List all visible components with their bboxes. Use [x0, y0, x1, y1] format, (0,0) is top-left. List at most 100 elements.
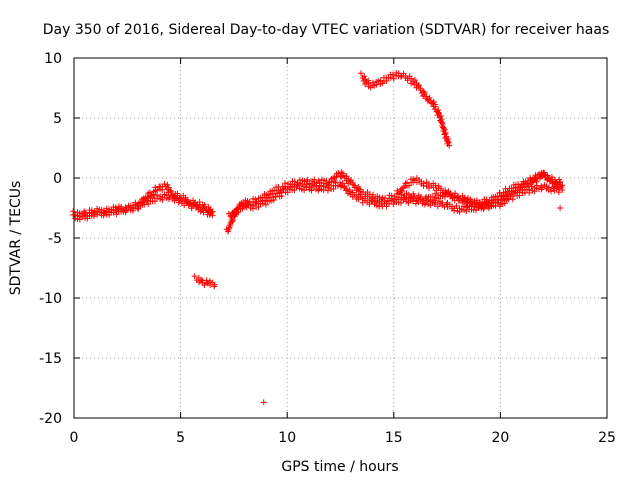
data-point-marker: [545, 184, 552, 191]
data-point-marker: [403, 196, 410, 202]
data-point-marker: [528, 183, 535, 190]
data-point-marker: [374, 199, 381, 206]
plot-frame: [73, 57, 608, 419]
data-point-marker: [197, 208, 204, 215]
data-point-marker: [235, 209, 242, 216]
data-point-marker: [423, 93, 430, 100]
data-point-marker: [437, 113, 444, 120]
data-point-marker: [389, 71, 396, 78]
data-point-marker: [184, 196, 191, 203]
data-point-marker: [343, 185, 350, 192]
data-point-marker: [132, 201, 139, 208]
data-point-marker: [175, 197, 182, 204]
data-point-marker: [230, 217, 237, 224]
data-point-marker: [435, 109, 442, 116]
data-point-marker: [442, 130, 449, 137]
data-point-marker: [195, 204, 202, 211]
data-point-marker: [176, 196, 183, 202]
data-point-marker: [397, 73, 404, 80]
x-tick-label: 20: [491, 430, 509, 446]
data-point-marker: [339, 170, 346, 177]
x-axis-label: GPS time / hours: [281, 459, 398, 475]
chart-title: Day 350 of 2016, Sidereal Day-to-day VTE…: [43, 22, 610, 38]
data-point-marker: [420, 180, 427, 187]
axis-ticks: 0 5 10 15 20 25 10 5 0 -5 -10 -15 -20: [39, 51, 616, 446]
data-point-marker: [445, 135, 452, 142]
data-point-marker: [296, 182, 303, 189]
data-point-marker: [467, 196, 474, 203]
data-point-marker: [259, 200, 266, 207]
x-tick-label: 10: [278, 430, 296, 446]
data-point-marker: [485, 200, 492, 207]
data-point-marker: [483, 196, 490, 203]
data-point-marker: [545, 175, 552, 182]
x-tick-label: 0: [70, 430, 79, 446]
y-tick-label: 0: [53, 171, 62, 187]
data-point-marker: [112, 206, 119, 213]
x-tick-label: 25: [598, 430, 616, 446]
data-point-marker: [453, 203, 460, 210]
data-point-marker: [270, 197, 277, 204]
y-axis-label: SDTVAR / TECUs: [8, 181, 24, 296]
data-point-marker: [174, 190, 181, 197]
data-point-marker: [556, 176, 563, 183]
data-point-marker: [191, 273, 198, 280]
y-tick-label: -15: [39, 351, 62, 367]
data-point-marker: [411, 193, 418, 200]
data-point-marker: [426, 94, 433, 101]
y-tick-label: 10: [44, 51, 62, 67]
data-point-marker: [397, 189, 404, 196]
data-point-marker: [135, 205, 142, 212]
data-point-marker: [421, 89, 428, 96]
data-point-marker: [558, 184, 565, 191]
data-point-marker: [183, 198, 190, 205]
data-point-marker: [387, 74, 394, 81]
data-point-marker: [406, 182, 413, 189]
data-point-marker: [70, 211, 77, 218]
data-point-marker: [432, 190, 439, 197]
data-point-marker: [417, 85, 424, 92]
data-point-marker: [311, 176, 318, 183]
data-point-marker: [548, 174, 555, 181]
data-point-marker: [369, 79, 376, 86]
data-point-marker: [81, 210, 88, 217]
data-point-marker: [226, 225, 233, 232]
data-point-marker: [439, 199, 446, 206]
data-point-marker: [154, 191, 161, 198]
data-point-marker: [255, 203, 262, 210]
data-point-marker: [557, 205, 564, 211]
data-point-marker: [437, 185, 444, 192]
data-point-marker: [187, 200, 194, 207]
data-point-marker: [303, 181, 310, 188]
y-tick-label: -5: [48, 231, 62, 247]
data-point-marker: [370, 191, 377, 198]
grid-lines: [74, 58, 607, 418]
data-point-marker: [211, 281, 218, 288]
data-point-marker: [409, 195, 416, 202]
data-point-marker: [415, 82, 422, 89]
data-point-marker: [432, 103, 439, 110]
data-point-marker: [383, 77, 390, 84]
data-point-marker: [533, 182, 540, 189]
data-point-marker: [530, 178, 537, 185]
data-point-marker: [201, 201, 208, 208]
y-tick-label: -20: [39, 411, 62, 427]
data-point-marker: [559, 187, 566, 193]
data-point-marker: [557, 179, 564, 186]
data-point-marker: [209, 212, 216, 219]
data-point-marker: [260, 399, 267, 406]
data-point-marker: [388, 192, 395, 199]
data-point-marker: [536, 175, 543, 182]
data-point-marker: [500, 192, 507, 199]
data-point-marker: [365, 80, 372, 87]
data-point-marker: [419, 197, 426, 204]
data-point-marker: [432, 182, 439, 189]
data-point-marker: [168, 188, 175, 195]
data-point-marker: [198, 276, 205, 283]
x-tick-label: 5: [176, 430, 185, 446]
data-point-marker: [328, 178, 335, 185]
data-point-marker: [427, 97, 434, 104]
data-point-marker: [356, 186, 363, 193]
y-tick-label: -10: [39, 291, 62, 307]
